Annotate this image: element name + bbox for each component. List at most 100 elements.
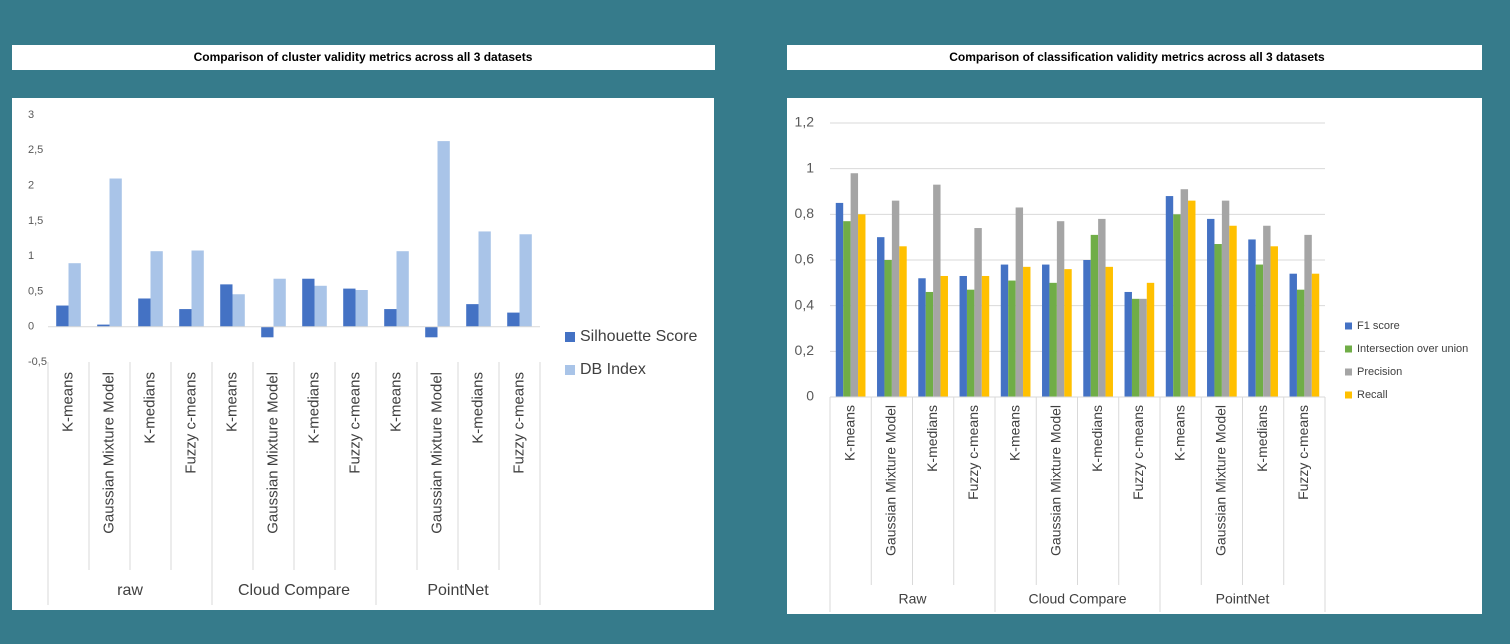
bar (1008, 280, 1016, 397)
bar (1064, 269, 1072, 397)
legend-label: Intersection over union (1357, 343, 1468, 355)
bar (425, 326, 438, 338)
bar (384, 309, 397, 327)
y-tick-label: 0,6 (795, 251, 815, 267)
bar (355, 290, 368, 327)
group-label: PointNet (1216, 591, 1270, 607)
title-box (787, 45, 1482, 70)
x-tick-label: Fuzzy c-means (346, 372, 363, 474)
bar (835, 202, 844, 397)
bar (974, 228, 982, 397)
bar (261, 326, 274, 338)
bar (918, 278, 926, 397)
bar (437, 141, 450, 327)
bar (1023, 266, 1031, 397)
bar (933, 184, 941, 397)
y-tick-label: -0,5 (28, 356, 47, 368)
bar (1304, 234, 1312, 397)
legend-label: Precision (1357, 366, 1402, 378)
bar (1098, 218, 1106, 397)
y-tick-label: 1,5 (28, 215, 43, 227)
bar (478, 231, 491, 327)
bar (466, 304, 479, 327)
legend-swatch (565, 365, 575, 375)
bar (1311, 273, 1320, 397)
x-tick-label: Fuzzy c-means (1295, 405, 1311, 500)
group-label: Cloud Compare (238, 582, 350, 599)
bar (1042, 264, 1050, 397)
group-label: Raw (898, 591, 927, 607)
x-tick-label: Gaussian Mixture Model (264, 372, 281, 534)
bar (56, 305, 69, 327)
bar (1255, 264, 1264, 397)
bar (150, 251, 163, 327)
bar (1000, 264, 1009, 397)
bar (273, 278, 286, 327)
legend-swatch (1345, 368, 1352, 376)
chart-title: Comparison of classification validity me… (949, 50, 1325, 64)
bar (1146, 282, 1155, 397)
bar (1207, 218, 1215, 397)
bar (1124, 291, 1132, 397)
bar (1105, 266, 1113, 397)
x-tick-label: Fuzzy c-means (1130, 405, 1146, 500)
y-tick-label: 2,5 (28, 144, 43, 156)
chart-title: Comparison of cluster validity metrics a… (194, 50, 533, 64)
legend-swatch (565, 332, 575, 342)
y-tick-label: 0,8 (795, 205, 815, 221)
group-label: PointNet (427, 582, 489, 599)
x-tick-label: K-medians (1254, 405, 1270, 472)
y-tick-label: 3 (28, 109, 34, 121)
bar (966, 289, 975, 397)
bar (179, 309, 192, 327)
bar (109, 178, 122, 327)
x-tick-label: K-means (59, 372, 76, 432)
bar (191, 250, 204, 327)
bar (1180, 189, 1189, 397)
bar (68, 263, 81, 327)
bar (1173, 214, 1181, 397)
y-tick-label: 0 (806, 388, 814, 404)
y-tick-label: 0,4 (795, 296, 815, 312)
bar (1221, 200, 1230, 397)
x-tick-label: Fuzzy c-means (965, 405, 981, 500)
x-tick-label: K-means (1171, 405, 1187, 461)
legend-label: DB Index (580, 361, 646, 378)
y-tick-label: 0 (28, 321, 34, 333)
bar (302, 278, 315, 327)
bar (899, 246, 907, 397)
y-tick-label: 1 (806, 159, 814, 175)
bar (1248, 239, 1256, 397)
group-label: raw (117, 582, 143, 599)
bar (940, 275, 948, 397)
bar (1090, 234, 1099, 397)
y-tick-label: 0,2 (795, 342, 815, 358)
bar (877, 237, 885, 397)
bar (343, 288, 356, 327)
bar (519, 234, 532, 327)
group-label: Cloud Compare (1028, 591, 1126, 607)
bar (138, 298, 151, 327)
bar (925, 291, 934, 397)
x-tick-label: Gaussian Mixture Model (883, 405, 899, 556)
bar (1056, 221, 1065, 397)
bar (1270, 246, 1278, 397)
bar (507, 312, 520, 327)
bar (1188, 200, 1196, 397)
x-tick-label: K-medians (469, 372, 486, 444)
bar (1289, 273, 1297, 397)
x-tick-label: K-medians (1089, 405, 1105, 472)
legend-label: F1 score (1357, 320, 1400, 332)
legend-swatch (1345, 322, 1352, 330)
bar (850, 173, 859, 397)
x-tick-label: Gaussian Mixture Model (428, 372, 445, 534)
x-tick-label: Gaussian Mixture Model (1048, 405, 1064, 556)
x-tick-label: K-medians (141, 372, 158, 444)
bar (1015, 207, 1024, 397)
legend-label: Recall (1357, 389, 1388, 401)
x-tick-label: K-means (1006, 405, 1022, 461)
y-tick-label: 0,5 (28, 285, 43, 297)
bar (1139, 298, 1147, 397)
